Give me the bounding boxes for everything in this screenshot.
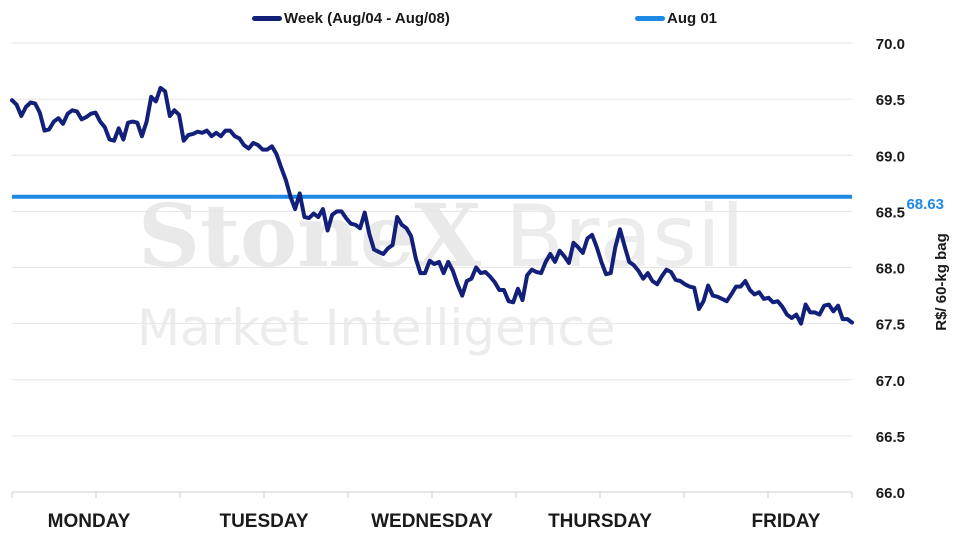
- gridlines: [12, 42, 852, 493]
- y-tick-label: 66.5: [876, 429, 905, 446]
- reference-value-label: 68.63: [906, 196, 944, 213]
- y-tick-label: 66.0: [876, 485, 905, 502]
- watermark-region: Brasil: [505, 187, 745, 287]
- y-tick-label: 70.0: [876, 36, 905, 53]
- y-tick-label: 68.5: [876, 204, 905, 221]
- watermark: StoneX Brasil Market Intelligence: [137, 186, 745, 357]
- x-axis: MONDAY TUESDAY WEDNESDAY THURSDAY FRIDAY: [11, 492, 853, 532]
- legend-swatch-week: [252, 16, 282, 21]
- y-tick-label: 69.5: [876, 92, 905, 109]
- x-tick-label: MONDAY: [48, 511, 131, 532]
- watermark-tagline: Market Intelligence: [137, 299, 616, 357]
- y-axis-label: R$/ 60-kg bag: [933, 233, 950, 331]
- y-tick-label: 69.0: [876, 148, 905, 165]
- legend-label-week: Week (Aug/04 - Aug/08): [284, 10, 450, 27]
- watermark-brand: StoneX: [138, 186, 481, 287]
- legend-item-week[interactable]: Week (Aug/04 - Aug/08): [252, 10, 450, 27]
- legend-item-aug01[interactable]: Aug 01: [635, 10, 717, 27]
- y-tick-label: 68.0: [876, 261, 905, 278]
- y-tick-label: 67.5: [876, 317, 905, 334]
- y-axis-ticks: 66.0 66.5 67.0 67.5 68.0 68.5 69.0 69.5 70.0: [876, 36, 905, 502]
- x-tick-label: WEDNESDAY: [371, 511, 493, 532]
- x-tick-label: THURSDAY: [548, 511, 652, 532]
- legend-label-aug01: Aug 01: [667, 10, 718, 27]
- x-tick-label: FRIDAY: [752, 511, 821, 532]
- y-tick-label: 67.0: [876, 373, 905, 390]
- legend-swatch-aug01: [635, 16, 665, 21]
- series-line-week: [10, 85, 854, 326]
- x-tick-label: TUESDAY: [219, 511, 308, 532]
